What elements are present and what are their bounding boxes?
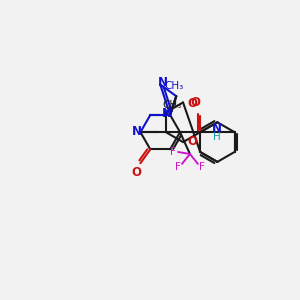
Text: O: O: [190, 96, 200, 110]
Text: CH₃: CH₃: [163, 100, 182, 110]
Text: O: O: [187, 97, 197, 110]
Text: CH₃: CH₃: [165, 81, 184, 91]
Text: N: N: [162, 106, 172, 119]
Text: N: N: [212, 122, 222, 135]
Text: O: O: [131, 166, 141, 179]
Text: N: N: [131, 125, 141, 138]
Text: F: F: [170, 147, 176, 157]
Text: O: O: [187, 135, 197, 148]
Text: F: F: [199, 162, 205, 172]
Text: H: H: [213, 132, 220, 142]
Text: F: F: [175, 162, 181, 172]
Text: N: N: [158, 76, 168, 89]
